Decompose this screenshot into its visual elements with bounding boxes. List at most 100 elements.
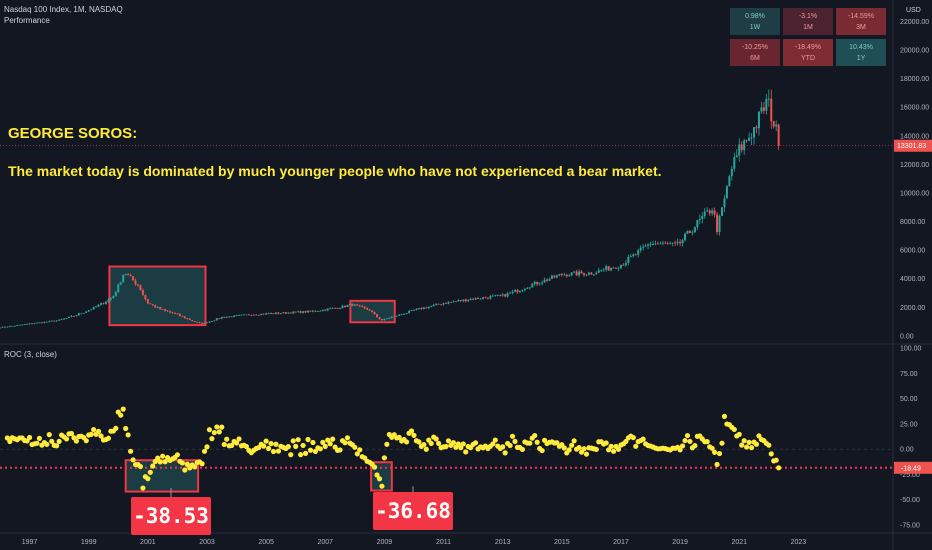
time-axis-tick-label: 2001 — [140, 539, 156, 546]
price-candle-body — [186, 318, 189, 320]
price-candle-body — [139, 285, 142, 291]
perf-cell-1y[interactable]: 10.43% 1Y — [836, 39, 886, 66]
time-axis-tick-label: 2015 — [554, 539, 570, 546]
price-candle-body — [321, 309, 324, 311]
price-candle-body — [410, 310, 413, 311]
price-candle-body — [159, 307, 162, 310]
price-candle-body — [612, 267, 615, 269]
price-candle-body — [13, 325, 16, 327]
roc-dot — [7, 438, 13, 445]
price-candle-body — [506, 293, 509, 297]
performance-label: Performance — [4, 16, 50, 25]
price-candle-body — [523, 289, 526, 291]
price-candle-body — [548, 278, 551, 281]
price-candle-body — [440, 304, 443, 306]
price-candle-body — [181, 315, 184, 317]
price-candle-body — [531, 283, 534, 288]
roc-dot — [300, 442, 306, 449]
price-candle-body — [292, 311, 295, 314]
roc-dot — [583, 451, 590, 457]
roc-dot — [285, 444, 291, 450]
price-candle-body — [245, 314, 248, 316]
roc-dot — [236, 436, 242, 442]
price-candle-body — [718, 215, 721, 233]
price-candle-body — [600, 269, 603, 271]
roc-dot — [211, 429, 217, 436]
price-axis-tick-label: 2000.00 — [900, 305, 925, 312]
price-candle-body — [274, 312, 277, 314]
price-candle-body — [516, 290, 519, 293]
price-candle-body — [595, 272, 598, 275]
roc-dot — [374, 472, 380, 478]
roc-dot — [507, 442, 513, 449]
price-candle-body — [220, 317, 223, 319]
price-candle-body — [309, 310, 312, 312]
annotation-quote: The market today is dominated by much yo… — [8, 163, 662, 179]
price-candle-body — [676, 241, 679, 244]
price-candle-body — [272, 313, 275, 314]
price-candle-body — [570, 272, 573, 276]
price-candle-body — [590, 272, 593, 275]
last-price-tag — [894, 139, 932, 152]
roc-dot — [721, 413, 728, 419]
price-candle-body — [161, 309, 164, 310]
roc-financial-crisis-highlight-box — [370, 461, 393, 492]
price-candle-body — [691, 232, 694, 234]
price-candle-body — [669, 243, 672, 245]
price-candle-body — [299, 311, 302, 313]
annotation-title: GEORGE SOROS: — [8, 125, 138, 142]
roc-dot — [682, 437, 688, 444]
roc-dot — [157, 459, 163, 465]
perf-cell-6m[interactable]: -10.25% 6M — [730, 39, 780, 66]
price-candle-body — [218, 318, 221, 320]
price-candle-body — [408, 310, 411, 313]
time-axis-tick-label: 2021 — [731, 539, 747, 546]
perf-cell-ytd[interactable]: -18.49% YTD — [783, 39, 833, 66]
price-candle-body — [484, 297, 487, 299]
price-axis-tick-label: 0.00 — [900, 333, 914, 340]
price-candle-body — [72, 315, 75, 317]
price-candle-body — [772, 121, 775, 127]
price-axis-tick-label: 8000.00 — [900, 219, 925, 226]
price-candle-body — [117, 284, 120, 293]
roc-last-value-tag-label: -18.49 — [901, 465, 921, 472]
roc-dot — [312, 448, 319, 455]
price-candle-body — [624, 262, 627, 266]
price-candle-body — [373, 312, 376, 315]
roc-dot — [263, 438, 269, 444]
roc-dot — [512, 438, 518, 445]
price-candle-body — [316, 311, 319, 312]
price-candle-body — [371, 310, 374, 313]
price-candle-body — [733, 157, 736, 169]
price-axis-tick-label: 12000.00 — [900, 162, 929, 169]
price-candle-body — [319, 310, 322, 312]
price-candle-body — [489, 296, 492, 299]
price-candle-body — [228, 316, 231, 318]
price-candle-body — [213, 320, 216, 322]
roc-dot — [330, 436, 336, 442]
price-candle-body — [178, 313, 181, 316]
perf-cell-3m[interactable]: -14.59% 3M — [836, 8, 886, 35]
price-candle-body — [3, 326, 6, 328]
price-candle-body — [582, 273, 585, 276]
price-axis-currency-label: USD — [906, 7, 921, 14]
perf-cell-1w[interactable]: 0.98% 1W — [730, 8, 780, 35]
roc-dot — [192, 464, 198, 470]
price-candle-body — [395, 315, 398, 317]
perf-cell-1m[interactable]: -3.1% 1M — [783, 8, 833, 35]
price-candle-body — [127, 273, 130, 275]
roc-dot — [714, 461, 720, 468]
price-candle-body — [132, 276, 135, 281]
time-axis-tick-label: 2013 — [495, 539, 511, 546]
price-candle-body — [65, 317, 68, 319]
price-candle-body — [639, 247, 642, 251]
time-axis-tick-label: 2023 — [791, 539, 807, 546]
price-candle-body — [750, 137, 753, 139]
roc-dot — [433, 436, 439, 442]
price-candle-body — [580, 271, 583, 274]
price-candle-body — [203, 322, 206, 324]
perf-value: -3.1% — [798, 13, 818, 20]
price-candle-body — [95, 306, 98, 308]
time-axis-tick-label: 2019 — [672, 539, 688, 546]
